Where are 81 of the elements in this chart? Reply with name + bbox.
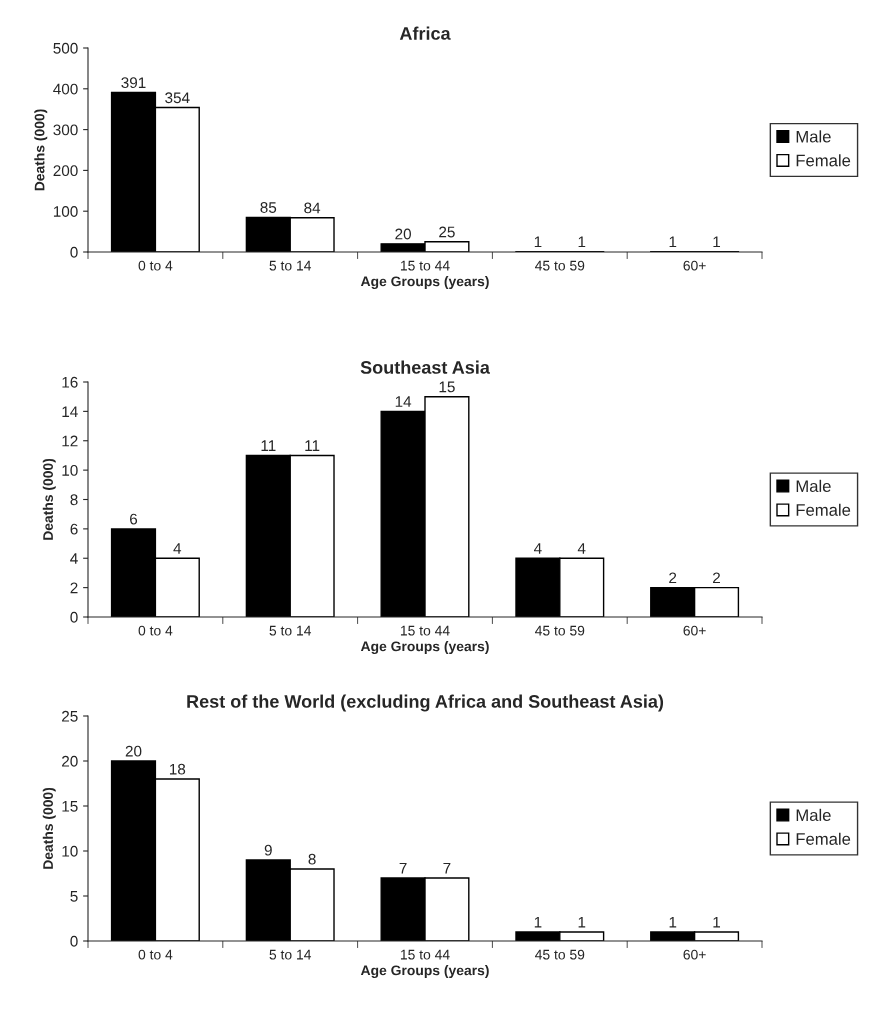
data-label: 20	[125, 745, 142, 757]
legend-label: Male	[796, 479, 831, 493]
data-label: 8	[308, 853, 316, 865]
y-tick-label: 0	[70, 611, 78, 623]
y-tick-label: 6	[70, 523, 78, 535]
data-label: 1	[534, 236, 542, 248]
data-label: 354	[165, 92, 190, 104]
x-tick-label: 5 to 14	[269, 260, 312, 271]
y-tick-label: 200	[53, 165, 78, 177]
x-tick-label: 0 to 4	[138, 949, 173, 960]
y-tick-label: 100	[53, 206, 78, 217]
legend-label: Male	[796, 808, 831, 822]
y-axis-title: Deaths (000)	[42, 458, 56, 540]
y-tick-label: 300	[53, 124, 78, 136]
data-label: 85	[260, 202, 277, 213]
y-axis-title: Deaths (000)	[42, 787, 56, 869]
y-tick-label: 8	[70, 494, 78, 506]
data-label: 1	[713, 236, 721, 248]
data-label: 1	[669, 916, 677, 928]
x-axis-title: Age Groups (years)	[360, 641, 489, 655]
data-label: 4	[173, 543, 182, 554]
x-tick-label: 45 to 59	[535, 625, 585, 636]
data-label: 1	[669, 236, 677, 248]
x-tick-label: 0 to 4	[138, 625, 173, 636]
y-tick-label: 5	[70, 891, 78, 902]
data-label: 2	[669, 572, 677, 584]
x-tick-label: 60+	[683, 949, 706, 960]
y-axis-title: Deaths (000)	[34, 109, 48, 191]
y-tick-label: 14	[62, 406, 78, 417]
y-tick-label: 15	[62, 801, 78, 812]
x-tick-label: 45 to 59	[535, 260, 585, 271]
x-tick-label: 60+	[683, 625, 706, 636]
data-label: 11	[305, 440, 320, 451]
data-label: 4	[577, 543, 586, 554]
x-tick-label: 60+	[683, 260, 706, 271]
data-label: 25	[439, 226, 455, 238]
data-label: 1	[534, 916, 542, 928]
data-label: 9	[264, 844, 272, 856]
y-tick-label: 400	[53, 83, 78, 95]
data-label: 11	[261, 440, 276, 451]
y-tick-label: 0	[70, 246, 78, 258]
y-tick-label: 4	[70, 553, 78, 564]
y-tick-label: 2	[70, 582, 78, 594]
y-tick-label: 10	[62, 464, 78, 476]
data-label: 6	[130, 513, 138, 525]
y-tick-label: 20	[62, 755, 78, 767]
data-label: 391	[121, 77, 146, 89]
x-tick-label: 5 to 14	[269, 949, 312, 960]
y-tick-label: 25	[62, 710, 78, 722]
x-tick-label: 15 to 44	[400, 625, 450, 636]
chart-title: Rest of the World (excluding Africa and Southeast Asia)	[187, 694, 664, 712]
legend-label: Male	[796, 130, 831, 143]
data-label: 1	[578, 916, 586, 928]
data-label: 1	[713, 916, 721, 928]
legend-label: Female	[796, 503, 851, 516]
data-label: 1	[578, 236, 586, 248]
chart-title: Africa	[399, 26, 451, 40]
legend-label: Female	[796, 832, 851, 845]
data-label: 20	[395, 228, 411, 240]
y-tick-label: 12	[62, 435, 78, 447]
data-label: 7	[443, 862, 451, 874]
x-tick-label: 15 to 44	[400, 260, 450, 271]
x-axis-title: Age Groups (years)	[360, 276, 489, 290]
y-tick-label: 500	[53, 42, 78, 54]
data-label: 15	[439, 381, 455, 393]
x-tick-label: 0 to 4	[138, 260, 173, 271]
x-axis-title: Age Groups (years)	[360, 965, 489, 979]
data-label: 4	[534, 543, 542, 554]
y-tick-label: 10	[62, 845, 78, 857]
y-tick-label: 0	[70, 935, 78, 947]
data-label: 14	[395, 396, 412, 407]
x-tick-label: 45 to 59	[535, 949, 585, 960]
y-tick-label: 16	[62, 376, 78, 388]
data-label: 2	[713, 572, 720, 584]
data-label: 18	[169, 763, 186, 775]
legend-label: Female	[796, 154, 851, 167]
data-label: 7	[399, 862, 407, 874]
chart-title: Southeast Asia	[360, 360, 490, 374]
data-label: 84	[304, 202, 321, 214]
x-tick-label: 15 to 44	[400, 949, 450, 960]
x-tick-label: 5 to 14	[269, 625, 312, 636]
